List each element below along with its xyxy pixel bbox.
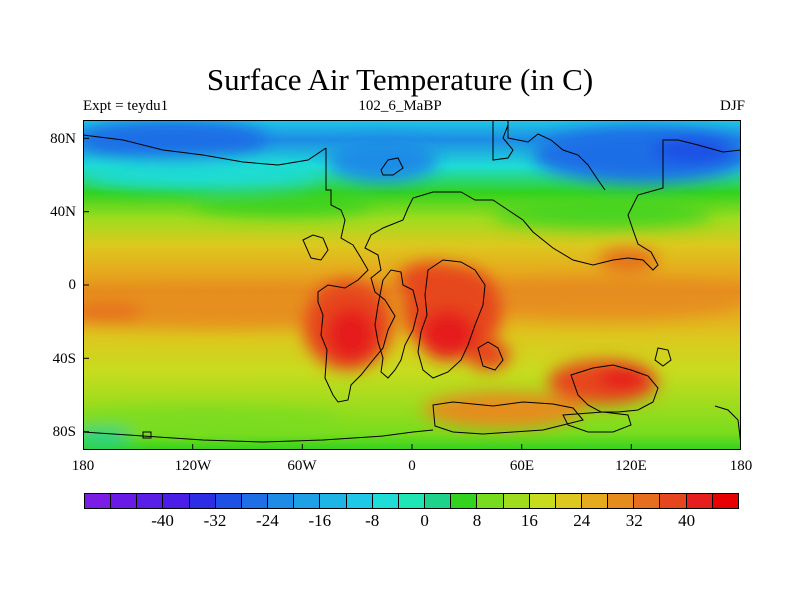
lon-label-120w: 120W: [174, 458, 212, 474]
lat-label-40n: 40N: [50, 204, 76, 220]
colorbar-label: 24: [573, 511, 591, 530]
lat-label-80n: 80N: [50, 131, 76, 147]
colorbar-label: -24: [256, 511, 279, 530]
colorbar-label: 40: [678, 511, 696, 530]
colorbar-swatch: [425, 494, 452, 508]
colorbar-swatch: [555, 494, 582, 508]
colorbar-swatch: [477, 494, 504, 508]
colorbar-swatch: [241, 494, 269, 508]
colorbar-label: 32: [625, 511, 643, 530]
lat-label-80s: 80S: [52, 424, 76, 440]
colorbar-swatch: [372, 494, 399, 508]
colorbar-swatch: [85, 494, 112, 508]
colorbar-swatch: [268, 494, 295, 508]
colorbar-swatch: [686, 494, 713, 508]
field-features: [83, 120, 741, 448]
colorbar-swatch: [581, 494, 609, 508]
colorbar-swatch: [215, 494, 242, 508]
colorbar-label: -40: [151, 511, 174, 530]
colorbar-label: -8: [365, 511, 380, 530]
colorbar-swatch: [346, 494, 373, 508]
colorbar-label: -16: [308, 511, 332, 530]
season-label: DJF: [719, 98, 745, 114]
colorbar-swatch: [189, 494, 216, 508]
colorbar-swatch: [111, 494, 138, 508]
colorbar-swatch: [398, 494, 426, 508]
colorbar-label: 8: [472, 511, 482, 530]
colorbar-swatch: [137, 494, 164, 508]
lon-label-0: 0: [408, 458, 416, 474]
colorbar-swatch: [634, 494, 661, 508]
colorbar-swatch: [451, 494, 478, 508]
map-frame: [83, 120, 741, 450]
lon-label-60e: 60E: [509, 458, 535, 474]
colorbar-swatch: [320, 494, 347, 508]
lon-label-180e: 180: [729, 458, 753, 474]
lat-label-40s: 40S: [52, 351, 76, 367]
colorbar-swatch: [294, 494, 321, 508]
lon-label-180w: 180: [71, 458, 95, 474]
map-title: Surface Air Temperature (in C): [206, 62, 594, 97]
experiment-label: Expt = teydu1: [83, 98, 169, 114]
colorbar-label: 0: [420, 511, 429, 530]
lat-label-0: 0: [68, 277, 77, 293]
colorbar: [84, 493, 739, 509]
temperature-map: [83, 120, 741, 450]
colorbar-swatch: [503, 494, 530, 508]
colorbar-swatch: [712, 494, 738, 508]
lon-label-120e: 120E: [615, 458, 647, 474]
coastlines: [83, 120, 741, 446]
colorbar-label: 16: [520, 511, 538, 530]
colorbar-swatch: [529, 494, 556, 508]
lon-label-60w: 60W: [287, 458, 317, 474]
period-label: 102_6_MaBP: [358, 98, 442, 114]
colorbar-label: -32: [203, 511, 227, 530]
colorbar-swatch: [660, 494, 687, 508]
colorbar-swatch: [163, 494, 190, 508]
colorbar-swatch: [608, 494, 635, 508]
